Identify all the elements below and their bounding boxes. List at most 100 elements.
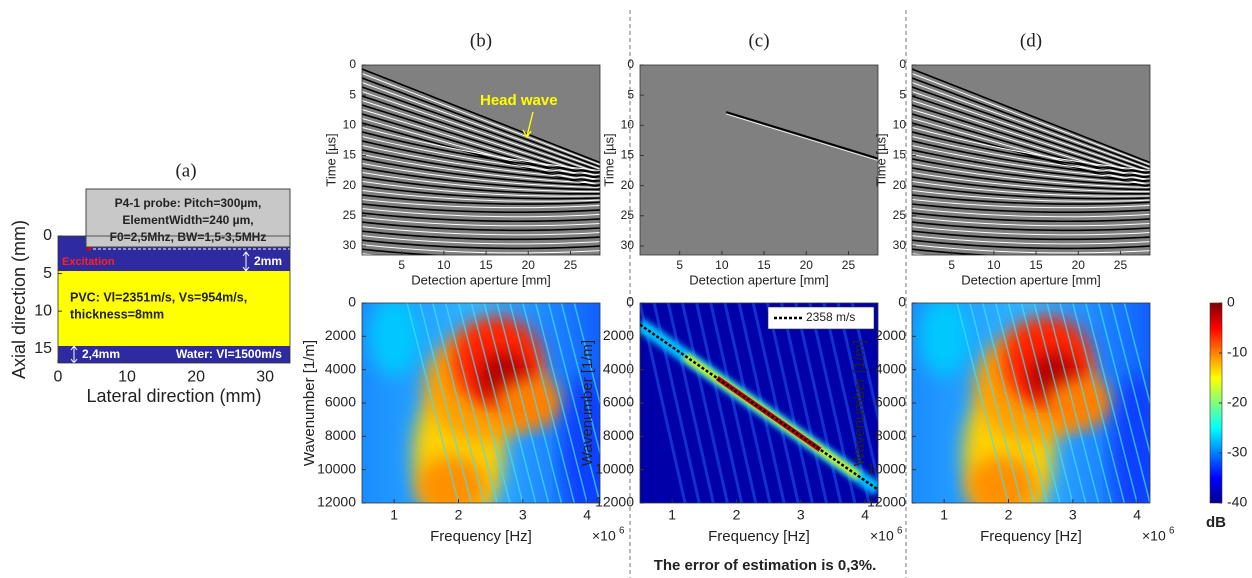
caption: The error of estimation is 0,3%. <box>654 557 877 574</box>
wave <box>362 95 600 177</box>
x-tick-label: 4 <box>861 506 869 522</box>
wave <box>912 248 1150 255</box>
blob <box>919 303 970 377</box>
wave <box>725 113 878 161</box>
y-axis-label: Time [µs] <box>873 133 888 186</box>
wave <box>912 167 1150 191</box>
stripe <box>969 303 1023 503</box>
wave <box>362 235 600 245</box>
stripe <box>780 303 829 503</box>
wave <box>362 68 600 164</box>
wave <box>362 153 600 184</box>
y-axis-label: Time [µs] <box>323 133 338 186</box>
wave <box>362 239 600 250</box>
x-tick-label: 20 <box>800 258 814 272</box>
y-tick-label: 15 <box>343 148 357 162</box>
wave <box>725 111 878 160</box>
stripe <box>1123 303 1150 407</box>
colorbar-tick-label: 0 <box>1227 294 1235 310</box>
stripe <box>406 303 460 503</box>
wave <box>912 226 1150 236</box>
dimension-arrow <box>242 251 250 272</box>
wave <box>912 189 1150 202</box>
x-tick-label: 20 <box>1072 258 1086 272</box>
wave <box>912 162 1150 188</box>
wave <box>912 90 1150 174</box>
wave <box>912 113 1150 185</box>
wave <box>912 144 1150 180</box>
x-tick-label: 15 <box>1029 258 1043 272</box>
y-tick-label: 25 <box>621 208 635 222</box>
x-tick-label: 2 <box>1005 506 1013 522</box>
x-tick-label: 4 <box>1133 506 1141 522</box>
y-tick-label: 8000 <box>603 427 634 443</box>
wave <box>912 198 1150 209</box>
stripe <box>794 303 843 503</box>
wave <box>362 140 600 178</box>
stripe <box>751 303 800 503</box>
x-tick-label: 15 <box>757 258 771 272</box>
probe-text: P4-1 probe: Pitch=300µm, <box>115 196 262 210</box>
x-axis-label: Frequency [Hz] <box>980 528 1082 545</box>
image-bg <box>640 65 878 255</box>
wave <box>912 126 1150 171</box>
probe <box>85 188 291 248</box>
colorbar-tick-label: -30 <box>1227 444 1247 460</box>
stripe <box>496 303 550 503</box>
plot-image <box>640 65 878 255</box>
y-tick-label: 10 <box>34 302 52 319</box>
x-tick-label: 1 <box>668 506 676 522</box>
stripe <box>457 303 511 503</box>
y-tick-label: 6000 <box>875 394 906 410</box>
legend-box <box>767 306 875 330</box>
y-tick-label: 20 <box>893 178 907 192</box>
stripe <box>1072 303 1125 503</box>
y-tick-label: 10 <box>343 117 357 131</box>
colorbar-tick-label: -20 <box>1227 394 1247 410</box>
blob <box>369 303 420 377</box>
axis-multiplier: ×10 <box>870 528 894 544</box>
x-tick-label: 5 <box>676 258 683 272</box>
y-tick-label: 4000 <box>325 360 356 376</box>
y-tick-label: 30 <box>893 238 907 252</box>
wave <box>362 244 600 254</box>
stripe <box>547 303 600 503</box>
y-tick-label: 15 <box>621 148 635 162</box>
wave <box>912 140 1150 178</box>
x-tick-label: 10 <box>437 258 451 272</box>
stripe <box>695 303 744 503</box>
y-tick-label: 0 <box>348 294 356 310</box>
probe-text: F0=2,5Mhz, BW=1,5-3,5MHz <box>110 230 267 244</box>
x-tick-label: 20 <box>187 369 205 386</box>
y-tick-label: 10000 <box>317 460 356 476</box>
panel-label: (a) <box>175 160 196 181</box>
y-tick-label: 15 <box>34 340 52 357</box>
wave <box>362 221 600 232</box>
wave <box>912 95 1150 177</box>
wave <box>912 203 1150 214</box>
wave <box>362 171 600 193</box>
y-tick-label: 5 <box>899 87 906 101</box>
y-tick-label: 25 <box>893 208 907 222</box>
wave <box>362 180 600 197</box>
wave <box>912 194 1150 205</box>
blob <box>417 456 488 503</box>
wave <box>362 72 600 166</box>
wave <box>362 77 600 168</box>
stripe <box>419 303 473 503</box>
excitation-label: Excitation <box>62 256 115 268</box>
y-tick-label: 2000 <box>875 327 906 343</box>
stripe <box>709 303 758 503</box>
stripe <box>509 303 563 503</box>
stripe <box>522 303 575 503</box>
x-tick-label: 5 <box>398 258 405 272</box>
wave <box>912 221 1150 232</box>
stripe <box>1007 303 1061 503</box>
wave <box>362 158 600 187</box>
stripe <box>822 303 871 503</box>
wave <box>362 194 600 205</box>
wave <box>912 217 1150 227</box>
axes-frame <box>639 64 879 256</box>
stripe <box>1033 303 1087 503</box>
